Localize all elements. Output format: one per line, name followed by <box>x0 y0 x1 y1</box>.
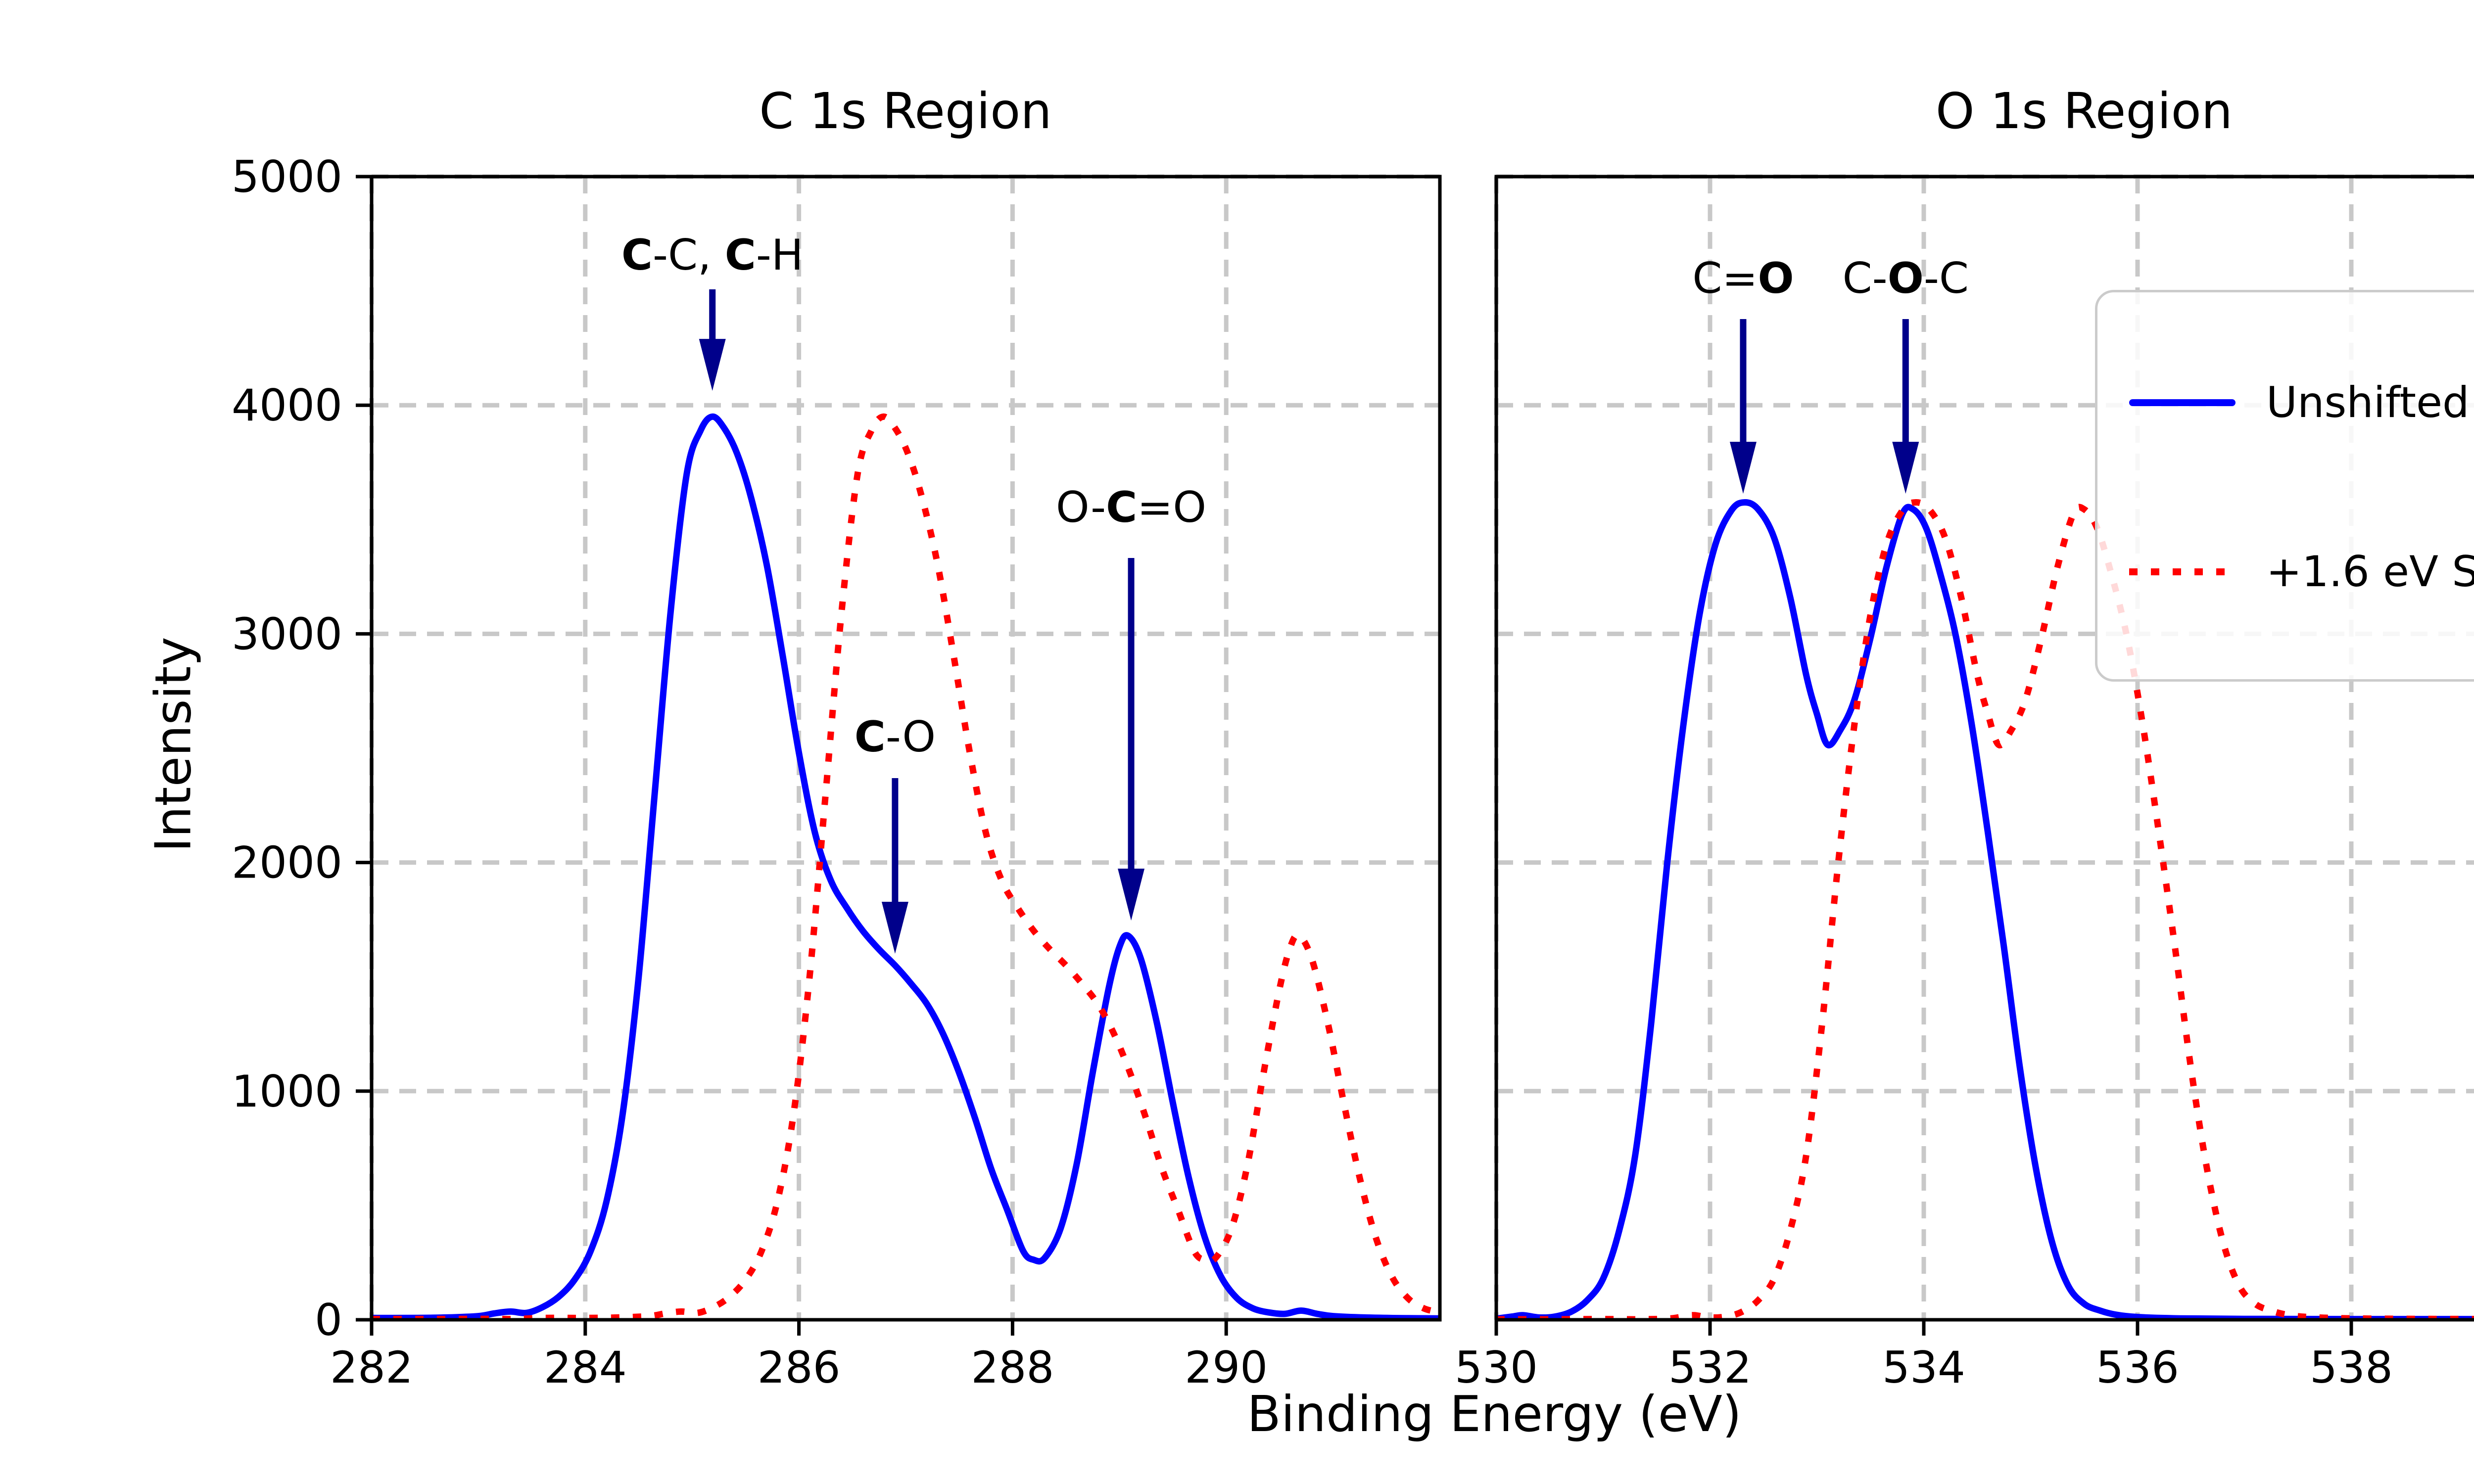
x-tick-label: 536 <box>2096 1342 2179 1393</box>
annotation-label: C-O <box>855 712 936 762</box>
legend-solid-line-sample <box>2129 399 2236 406</box>
curve-unshifted <box>1496 499 2474 1320</box>
curve-unshifted <box>372 413 1440 1320</box>
x-tick-label: 534 <box>1882 1342 1965 1393</box>
annotation-label: C-O-C <box>1843 254 1969 303</box>
annotation-label: C=O <box>1692 254 1794 303</box>
x-tick-label: 290 <box>1185 1342 1268 1393</box>
x-tick-label: 530 <box>1455 1342 1538 1393</box>
x-tick-label: 532 <box>1668 1342 1752 1393</box>
curve-shifted <box>1496 499 2474 1320</box>
panel-title-c1s: C 1s Region <box>759 82 1052 140</box>
legend-label-unshifted: Unshifted Spectrum <box>2266 378 2474 427</box>
annotation-arrow-head <box>881 902 908 954</box>
legend-dotted-line-sample <box>2129 568 2236 575</box>
panel-o1s: 530532534536538540C=OC-O-C <box>1455 174 2474 1393</box>
y-tick-label: 5000 <box>232 151 342 202</box>
annotation-arrow-head <box>1118 868 1145 921</box>
x-axis-label: Binding Energy (eV) <box>1247 1385 1742 1443</box>
curve-shifted <box>372 413 1440 1320</box>
x-tick-label: 282 <box>330 1342 413 1393</box>
y-tick-label: 3000 <box>232 608 342 659</box>
legend-item-shifted: +1.6 eV Shifted <box>2129 547 2474 597</box>
annotation-arrow-head <box>699 339 726 391</box>
axes-spines <box>370 175 1442 1322</box>
y-tick-label: 4000 <box>232 380 342 431</box>
y-tick-label: 1000 <box>232 1066 342 1117</box>
annotation-label: O-C=O <box>1056 483 1206 532</box>
x-tick-label: 284 <box>544 1342 627 1393</box>
annotation-arrow-head <box>1729 442 1757 494</box>
annotation-arrow-head <box>1892 442 1919 494</box>
legend-item-unshifted: Unshifted Spectrum <box>2129 377 2474 428</box>
y-axis-label: Intensity <box>144 637 202 852</box>
annotation-label: C-C, C-H <box>621 231 804 280</box>
y-tick-label: 0 <box>315 1295 342 1345</box>
x-tick-label: 286 <box>758 1342 841 1393</box>
x-tick-label: 288 <box>971 1342 1054 1393</box>
panel-title-o1s: O 1s Region <box>1935 82 2233 140</box>
legend: Unshifted Spectrum +1.6 eV Shifted <box>2095 290 2474 682</box>
x-tick-label: 538 <box>2310 1342 2393 1393</box>
legend-label-shifted: +1.6 eV Shifted <box>2266 547 2474 597</box>
axes-spines <box>1494 175 2474 1322</box>
y-tick-label: 2000 <box>232 837 342 888</box>
panel-c1s: 282 284 286 288 290 0 1000 2000 3000 4000 5000 C-C,… <box>232 151 1442 1393</box>
